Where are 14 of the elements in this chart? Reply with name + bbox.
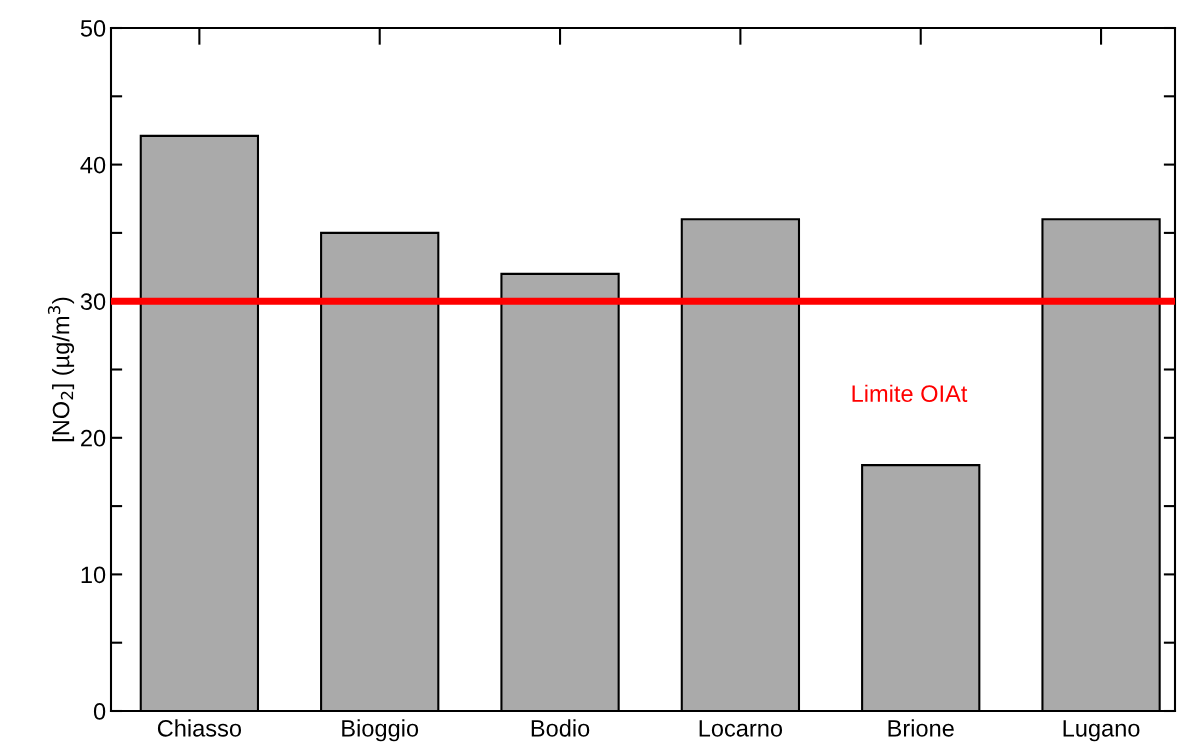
y-tick-label: 10 [81,566,106,584]
x-tick-label: Locarno [699,720,783,737]
x-tick-label: Chiasso [157,719,242,737]
x-tick-label: Bodio [531,719,590,737]
x-tick-label: Lugano [1063,720,1140,742]
y-tick-label: 30 [80,293,106,310]
x-tick-label: Brione [888,719,954,737]
ref-line-label: Limite OIAt [852,384,968,402]
y-tick-label: 50 [80,20,106,37]
y-axis-title: [NO$_{2}$] (µg/m$^{3}$) [47,297,75,442]
y-tick-label: 0 [93,703,106,720]
x-tick-label: Bioggio [342,719,419,742]
y-tick-label: 40 [80,156,106,174]
y-tick-label: 20 [81,429,106,447]
